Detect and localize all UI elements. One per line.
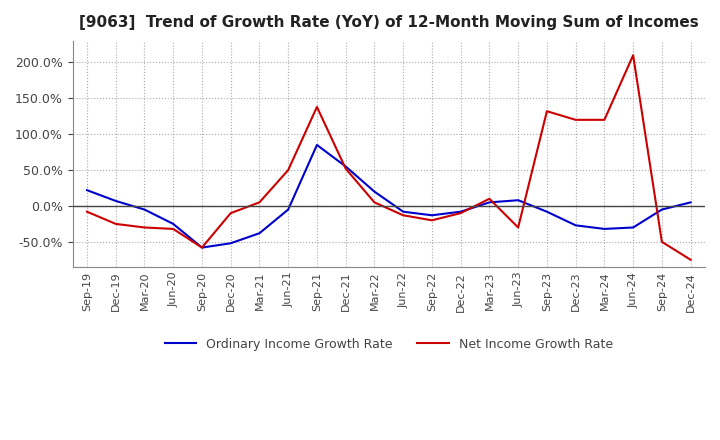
- Ordinary Income Growth Rate: [600, 226, 608, 231]
- Net Income Growth Rate: [572, 117, 580, 122]
- Ordinary Income Growth Rate: [140, 207, 149, 212]
- Net Income Growth Rate: [312, 104, 321, 110]
- Net Income Growth Rate: [197, 245, 206, 250]
- Net Income Growth Rate: [255, 200, 264, 205]
- Net Income Growth Rate: [370, 200, 379, 205]
- Ordinary Income Growth Rate: [543, 209, 552, 214]
- Ordinary Income Growth Rate: [629, 225, 637, 230]
- Net Income Growth Rate: [83, 209, 91, 214]
- Line: Ordinary Income Growth Rate: Ordinary Income Growth Rate: [87, 145, 690, 248]
- Ordinary Income Growth Rate: [428, 213, 436, 218]
- Net Income Growth Rate: [600, 117, 608, 122]
- Ordinary Income Growth Rate: [572, 223, 580, 228]
- Net Income Growth Rate: [657, 239, 666, 245]
- Ordinary Income Growth Rate: [514, 198, 523, 203]
- Net Income Growth Rate: [543, 109, 552, 114]
- Title: [9063]  Trend of Growth Rate (YoY) of 12-Month Moving Sum of Incomes: [9063] Trend of Growth Rate (YoY) of 12-…: [79, 15, 698, 30]
- Ordinary Income Growth Rate: [456, 209, 465, 214]
- Net Income Growth Rate: [485, 196, 494, 202]
- Ordinary Income Growth Rate: [197, 245, 206, 250]
- Net Income Growth Rate: [112, 221, 120, 227]
- Ordinary Income Growth Rate: [284, 207, 292, 212]
- Net Income Growth Rate: [226, 210, 235, 216]
- Net Income Growth Rate: [514, 225, 523, 230]
- Net Income Growth Rate: [284, 168, 292, 173]
- Ordinary Income Growth Rate: [341, 164, 350, 169]
- Net Income Growth Rate: [341, 166, 350, 171]
- Ordinary Income Growth Rate: [83, 187, 91, 193]
- Ordinary Income Growth Rate: [255, 231, 264, 236]
- Net Income Growth Rate: [169, 226, 178, 231]
- Ordinary Income Growth Rate: [485, 200, 494, 205]
- Net Income Growth Rate: [140, 225, 149, 230]
- Net Income Growth Rate: [629, 53, 637, 58]
- Ordinary Income Growth Rate: [657, 207, 666, 212]
- Ordinary Income Growth Rate: [686, 200, 695, 205]
- Line: Net Income Growth Rate: Net Income Growth Rate: [87, 55, 690, 260]
- Ordinary Income Growth Rate: [312, 142, 321, 147]
- Ordinary Income Growth Rate: [169, 221, 178, 227]
- Ordinary Income Growth Rate: [226, 241, 235, 246]
- Net Income Growth Rate: [399, 213, 408, 218]
- Legend: Ordinary Income Growth Rate, Net Income Growth Rate: Ordinary Income Growth Rate, Net Income …: [160, 333, 618, 356]
- Net Income Growth Rate: [686, 257, 695, 262]
- Net Income Growth Rate: [456, 210, 465, 216]
- Ordinary Income Growth Rate: [370, 189, 379, 194]
- Net Income Growth Rate: [428, 218, 436, 223]
- Ordinary Income Growth Rate: [112, 198, 120, 204]
- Ordinary Income Growth Rate: [399, 209, 408, 214]
